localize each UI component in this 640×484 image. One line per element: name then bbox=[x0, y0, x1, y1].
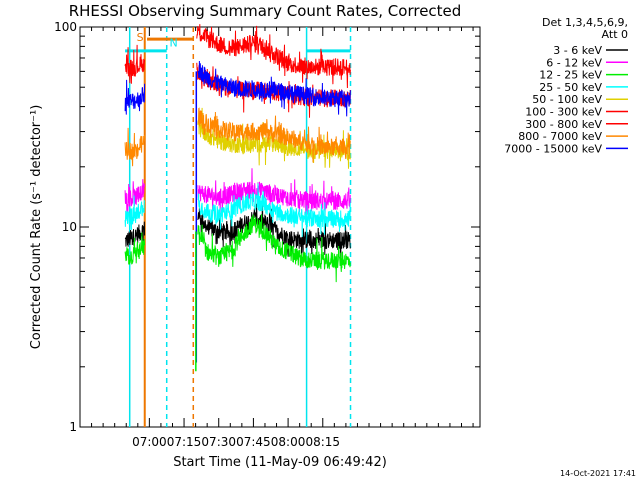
y-axis: 1 10 100 bbox=[54, 20, 480, 434]
series-line-3-segment-0 bbox=[124, 195, 146, 230]
saa-label: S bbox=[137, 31, 144, 44]
x-tick-label: 07:15 bbox=[167, 435, 202, 449]
y-tick-label: 100 bbox=[54, 20, 77, 34]
x-axis: 07:00 07:15 07:30 07:45 08:00 08:15 bbox=[91, 27, 474, 449]
legend-header-line-1: Det 1,3,4,5,6,9, bbox=[542, 16, 628, 29]
series-line-7-segment-0 bbox=[124, 127, 146, 167]
series-line-0-segment-1 bbox=[197, 200, 351, 260]
series-line-2-segment-0 bbox=[124, 232, 146, 266]
series-line-5-segment-0 bbox=[124, 44, 146, 84]
legend-entry-label: 3 - 6 keV bbox=[553, 44, 602, 57]
legend-entry-label: 12 - 25 keV bbox=[539, 69, 602, 82]
legend-entry-label: 6 - 12 keV bbox=[546, 56, 602, 69]
legend-entry-label: 100 - 300 keV bbox=[525, 106, 602, 119]
series-line-3-segment-1 bbox=[197, 183, 351, 238]
series-line-8-segment-1 bbox=[197, 60, 351, 117]
x-tick-label: 08:00 bbox=[271, 435, 306, 449]
legend-header-line-2: Att 0 bbox=[602, 28, 628, 41]
series-line-5-segment-1 bbox=[196, 24, 351, 89]
legend-entry-label: 25 - 50 keV bbox=[539, 81, 602, 94]
legend-entry-label: 300 - 800 keV bbox=[525, 118, 602, 131]
series-line-7-segment-1 bbox=[197, 107, 351, 163]
x-tick-label: 07:00 bbox=[132, 435, 167, 449]
legend-entry-label: 800 - 7000 keV bbox=[518, 130, 602, 143]
x-axis-label: Start Time (11-May-09 06:49:42) bbox=[173, 455, 387, 470]
legend-entry-label: 7000 - 15000 keV bbox=[504, 142, 602, 155]
night-label: N bbox=[170, 36, 178, 49]
series-line-1-segment-0 bbox=[124, 179, 146, 218]
y-axis-label: Corrected Count Rate (s⁻¹ detector⁻¹) bbox=[29, 105, 44, 350]
y-tick-label: 10 bbox=[62, 220, 77, 234]
series-line-2-segment-1 bbox=[197, 214, 351, 283]
x-tick-label: 07:45 bbox=[236, 435, 271, 449]
render-timestamp: 14-Oct-2021 17:41 bbox=[560, 469, 636, 478]
x-tick-label: 07:30 bbox=[201, 435, 236, 449]
chart-title: RHESSI Observing Summary Count Rates, Co… bbox=[69, 2, 462, 20]
legend-entry-label: 50 - 100 keV bbox=[532, 93, 602, 106]
y-tick-label: 1 bbox=[69, 420, 77, 434]
series-layer bbox=[124, 24, 351, 372]
x-tick-label: 08:15 bbox=[305, 435, 340, 449]
series-line-8-segment-0 bbox=[124, 79, 146, 115]
